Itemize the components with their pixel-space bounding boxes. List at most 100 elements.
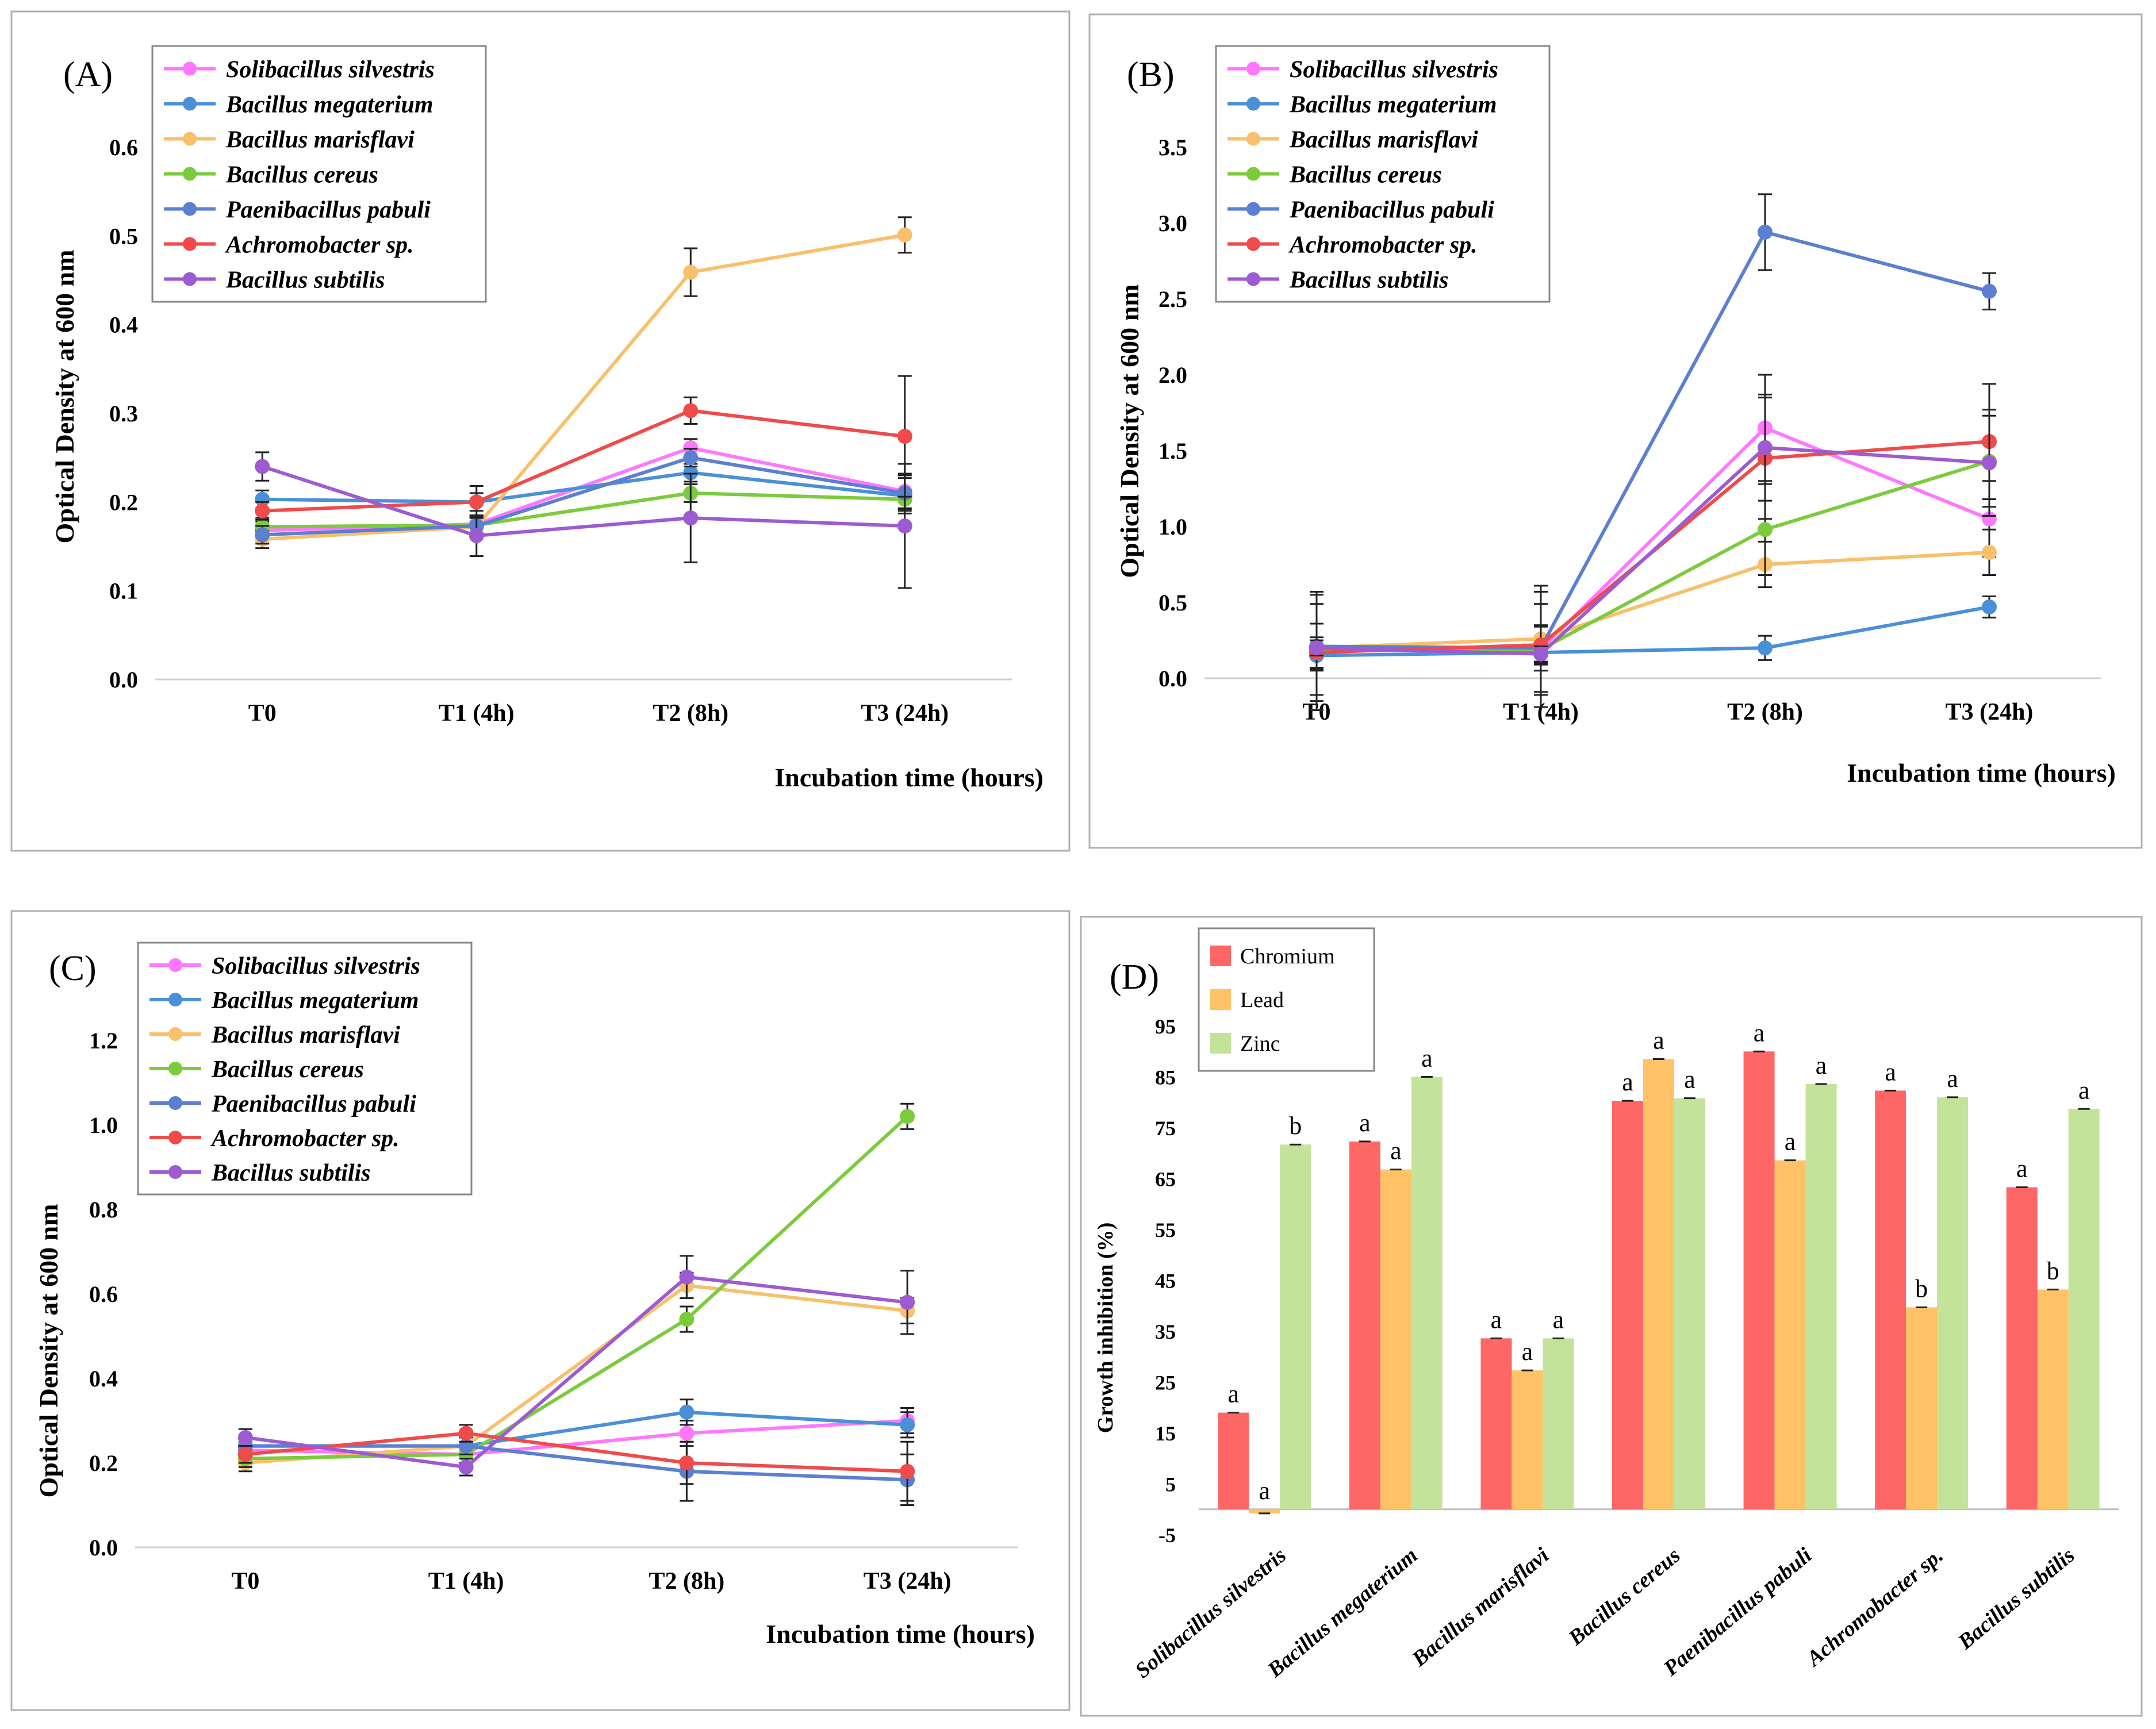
data-point <box>255 491 270 507</box>
legend-label: Bacillus subtilis <box>1289 267 1449 294</box>
series-line <box>262 491 905 529</box>
legend-label: Zinc <box>1240 1032 1280 1056</box>
y-tick-label: 2.0 <box>1158 362 1187 388</box>
legend-swatch-marker <box>1246 62 1260 76</box>
bar <box>1643 1059 1674 1509</box>
legend-swatch <box>1210 1033 1231 1054</box>
legend-label: Bacillus marisflavi <box>225 127 415 153</box>
legend-label: Bacillus marisflavi <box>1289 127 1478 153</box>
legend-label: Bacillus cereus <box>211 1056 364 1083</box>
data-point <box>1982 544 1997 560</box>
data-point <box>255 503 270 518</box>
bar <box>1774 1160 1806 1509</box>
bar <box>1280 1144 1311 1509</box>
significance-letter: a <box>1885 1058 1896 1086</box>
significance-letter: a <box>2078 1076 2090 1104</box>
legend-swatch-marker <box>183 62 197 76</box>
bar <box>1674 1098 1705 1509</box>
panel-d-ylabel: Growth inhibition (%) <box>1094 1223 1118 1434</box>
series-line <box>245 1275 908 1469</box>
bar <box>1543 1338 1574 1509</box>
data-point <box>1758 640 1773 656</box>
data-point <box>469 528 484 543</box>
legend-swatch-marker <box>168 958 182 972</box>
bar <box>1805 1083 1837 1509</box>
data-point <box>237 1447 253 1462</box>
bar <box>1743 1051 1775 1509</box>
y-tick-label: 0.2 <box>109 489 138 515</box>
x-tick-label: T3 (24h) <box>864 1568 952 1594</box>
significance-letter: a <box>1754 1019 1765 1047</box>
data-point <box>1758 522 1773 537</box>
significance-letter: a <box>1359 1109 1371 1137</box>
x-tick-label: T0 <box>248 700 277 727</box>
legend-label: Paenibacillus pabuli <box>1289 197 1494 224</box>
legend-label: Bacillus cereus <box>225 162 378 189</box>
y-tick-label: 0.0 <box>1158 666 1187 691</box>
legend-swatch-marker <box>1246 237 1260 251</box>
data-point <box>679 1426 695 1441</box>
bar <box>1906 1307 1938 1509</box>
x-tick-label: T2 (8h) <box>649 1568 724 1594</box>
panel-d-tag: (D) <box>1110 958 1159 997</box>
legend-swatch-marker <box>168 1062 182 1075</box>
data-point <box>900 1417 915 1432</box>
data-point <box>683 450 699 466</box>
data-point <box>237 1430 253 1445</box>
legend-swatch-marker <box>1246 272 1260 286</box>
legend-swatch <box>1210 946 1231 966</box>
significance-letter: a <box>1522 1338 1533 1366</box>
legend-label: Bacillus megaterium <box>211 988 419 1014</box>
y-tick-label: 0.5 <box>1158 590 1187 616</box>
panel-c-tag: (C) <box>49 949 97 988</box>
series-line <box>262 464 905 538</box>
legend-swatch-marker <box>168 993 182 1006</box>
x-tick-label: T1 (4h) <box>428 1568 504 1594</box>
legend-label: Achromobacter sp. <box>1288 232 1478 259</box>
legend-label: Solibacillus silvestris <box>1290 57 1498 83</box>
data-point <box>900 1294 915 1310</box>
series-line <box>245 1431 908 1473</box>
legend-label: Solibacillus silvestris <box>226 57 435 83</box>
legend-swatch-marker <box>183 97 197 111</box>
legend-swatch <box>1210 989 1231 1010</box>
data-point <box>1982 455 1997 471</box>
legend-swatch-marker <box>168 1027 182 1041</box>
data-point <box>458 1459 474 1475</box>
data-point <box>897 518 912 534</box>
series-line <box>262 409 906 513</box>
y-tick-label: 1.0 <box>1158 514 1187 540</box>
panel-b-ylabel: Optical Density at 600 nm <box>1115 284 1144 578</box>
bar <box>1937 1097 1969 1509</box>
bar <box>2006 1187 2038 1509</box>
series-line <box>1316 445 1990 656</box>
legend-swatch-marker <box>183 237 197 251</box>
x-tick-label: T3 (24h) <box>1946 699 2034 725</box>
y-tick-label: 0.0 <box>89 1535 118 1561</box>
bar <box>1612 1101 1643 1509</box>
legend-swatch-marker <box>1246 202 1260 216</box>
panel-a-plot: 0.0 0.1 0.2 0.3 0.4 0.5 0.6 T0 T1 (4h) T2 (8h) T3 … <box>109 45 1012 727</box>
y-tick-label: 55 <box>1155 1219 1176 1242</box>
y-tick-label: 25 <box>1155 1371 1176 1394</box>
bar <box>1411 1077 1443 1509</box>
x-tick-label: T3 (24h) <box>861 700 949 727</box>
bar <box>1218 1412 1249 1509</box>
y-tick-label: 0.6 <box>109 135 138 160</box>
legend-swatch-marker <box>183 167 197 181</box>
y-tick-label: 65 <box>1155 1168 1176 1191</box>
legend-swatch-marker <box>168 1096 182 1110</box>
y-tick-label: -5 <box>1158 1524 1176 1547</box>
series-line <box>262 233 906 541</box>
data-point <box>1982 283 1997 299</box>
y-tick-label: 2.5 <box>1158 286 1187 312</box>
data-point <box>458 1426 474 1441</box>
data-point <box>683 465 699 481</box>
y-tick-label: 0.2 <box>89 1450 118 1476</box>
y-tick-label: 0.5 <box>109 223 138 249</box>
y-tick-label: 3.5 <box>1158 135 1187 160</box>
panel-c-xlabel: Incubation time (hours) <box>766 1619 1035 1649</box>
x-tick-label: T2 (8h) <box>653 700 728 727</box>
legend-label: Achromobacter sp. <box>224 232 414 259</box>
bar <box>2037 1289 2069 1509</box>
